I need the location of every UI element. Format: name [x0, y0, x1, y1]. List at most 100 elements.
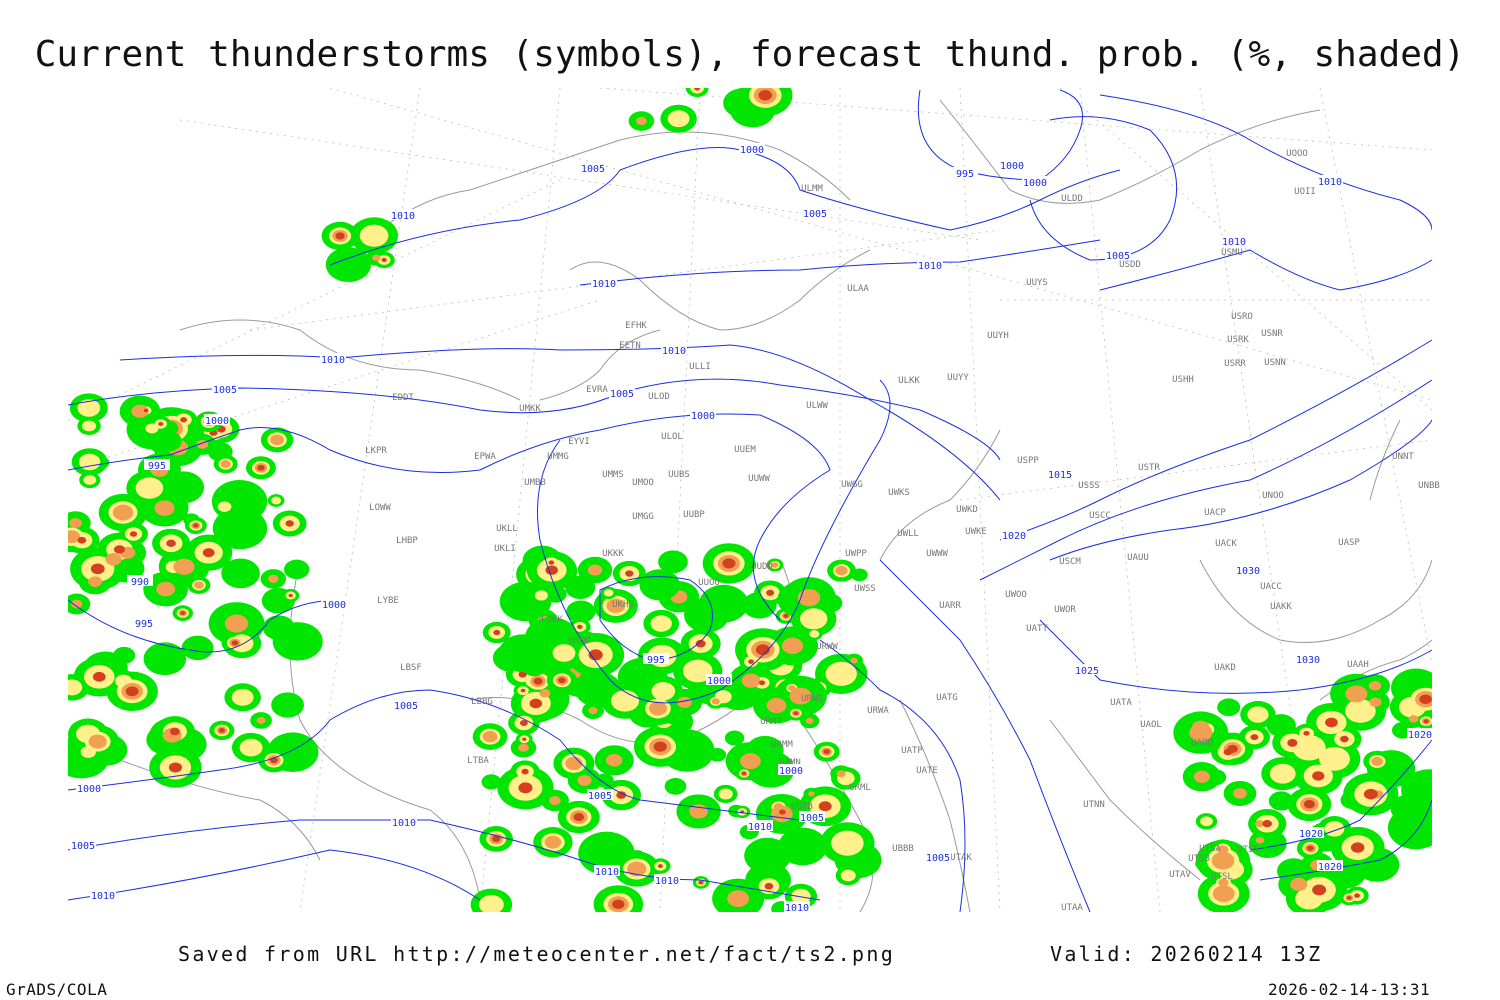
probability-shade — [1217, 845, 1229, 855]
station-label: USRO — [1231, 312, 1253, 322]
station-label: ULKK — [898, 376, 920, 386]
isobar — [879, 559, 1091, 913]
isobar-label: 995 — [956, 169, 974, 180]
station-label: UOII — [1294, 187, 1316, 197]
station-label: UACP — [1204, 508, 1226, 518]
map-title: Current thunderstorms (symbols), forecas… — [34, 34, 1466, 75]
isobar-label: 1005 — [610, 389, 634, 400]
probability-shade — [778, 809, 786, 815]
grid-line — [659, 87, 701, 913]
probability-shade — [577, 774, 592, 786]
isobar-label: 1010 — [1222, 237, 1246, 248]
probability-shade — [764, 882, 774, 890]
probability-shade — [1371, 756, 1383, 766]
isobar-lines — [67, 89, 1433, 913]
station-label: UOOO — [1286, 149, 1308, 159]
probability-shade — [220, 460, 231, 468]
probability-shade — [268, 574, 279, 583]
probability-shade — [1247, 706, 1269, 723]
probability-shade — [231, 688, 254, 706]
probability-shade — [70, 599, 83, 609]
isobar-label: 1000 — [322, 600, 346, 611]
station-label: UUYY — [947, 373, 969, 383]
probability-shade — [1345, 685, 1368, 703]
probability-shade — [657, 864, 663, 868]
probability-shade — [741, 771, 747, 776]
probability-shade — [1193, 770, 1210, 783]
isobar-label-bg — [1317, 860, 1343, 871]
station-label: ULWW — [806, 401, 828, 411]
probability-shade — [478, 895, 504, 915]
probability-shade — [522, 737, 527, 741]
probability-shade — [521, 768, 529, 775]
isobar-label: 1010 — [1318, 177, 1342, 188]
isobar-label: 1005 — [926, 853, 950, 864]
isobar — [1029, 116, 1178, 261]
probability-shade — [218, 728, 226, 733]
station-label: LUKK — [541, 615, 563, 625]
station-label: ULDD — [1061, 194, 1083, 204]
probability-shade — [481, 774, 502, 790]
probability-shade — [1345, 699, 1376, 723]
grid-line — [67, 179, 561, 421]
station-label: UATT — [1026, 624, 1048, 634]
isobar-label-bg — [594, 865, 620, 876]
source-url-text: Saved from URL http://meteocenter.net/fa… — [178, 942, 896, 966]
probability-shade — [518, 743, 529, 752]
probability-shade — [835, 565, 848, 576]
isobar-label-bg — [1235, 564, 1261, 575]
probability-shade — [83, 475, 97, 485]
isobar-label: 1020 — [1002, 531, 1026, 542]
probability-shade — [112, 504, 134, 521]
station-label: LHBP — [396, 536, 418, 546]
station-label: UWPP — [845, 549, 867, 559]
isobar-label-bg — [778, 764, 804, 775]
probability-shade — [722, 558, 736, 569]
station-label: UATP — [901, 746, 923, 756]
isobar — [1039, 619, 1433, 694]
probability-shade — [1269, 763, 1296, 784]
station-label: UTAK — [950, 853, 972, 863]
probability-shade — [766, 589, 775, 596]
probability-shade — [695, 639, 706, 648]
isobar-label-bg — [952, 167, 978, 178]
probability-shade — [552, 644, 576, 662]
probability-shade — [1217, 698, 1241, 717]
probability-shade — [791, 888, 811, 904]
coastline — [1199, 559, 1433, 643]
probability-shade — [169, 727, 180, 736]
isobar-label-bg — [321, 598, 347, 609]
coastline — [289, 559, 481, 901]
station-label: UWKD — [956, 505, 978, 515]
station-label: UKHS — [612, 600, 634, 610]
probability-shade — [493, 629, 501, 636]
probability-shade — [135, 477, 164, 499]
isobar — [979, 379, 1433, 581]
station-label: UAOO — [1191, 738, 1213, 748]
probability-shade — [558, 677, 566, 684]
isobar-label: 1025 — [1075, 666, 1099, 677]
probability-shade — [836, 770, 846, 778]
coastline — [339, 131, 851, 269]
station-label: UMMS — [602, 470, 624, 480]
probability-shade — [783, 613, 789, 618]
isobar-label-bg — [999, 159, 1025, 170]
station-label: LOWW — [369, 503, 391, 513]
probability-shade — [1290, 877, 1308, 891]
station-label: UKLL — [496, 524, 518, 534]
probability-shade — [573, 813, 585, 822]
probability-shade — [648, 701, 667, 716]
probability-shade — [1268, 791, 1294, 811]
isobar-label-bg — [90, 889, 116, 900]
station-label: LKPR — [365, 446, 387, 456]
probability-shade — [1250, 734, 1259, 741]
station-label: USSS — [1078, 481, 1100, 491]
probability-shade — [771, 562, 779, 568]
probability-shade — [1369, 697, 1382, 707]
probability-shade — [650, 615, 672, 632]
isobar-label: 995 — [647, 655, 665, 666]
probability-shade — [482, 731, 498, 743]
probability-shade — [1306, 845, 1314, 851]
isobar-label-bg — [131, 617, 157, 628]
coastline — [879, 429, 1001, 561]
